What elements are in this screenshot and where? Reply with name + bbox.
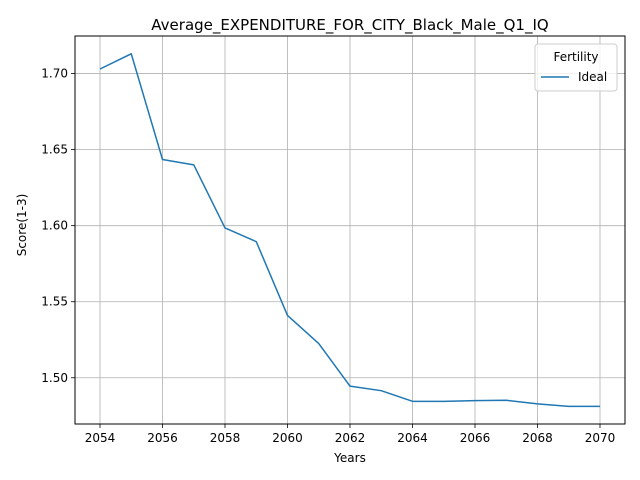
x-axis-label: Years — [333, 451, 366, 465]
plot-area-frame — [74, 35, 626, 425]
y-axis-label: Score(1-3) — [15, 194, 29, 257]
x-tick-label: 2060 — [272, 431, 303, 445]
x-tick-label: 2054 — [85, 431, 116, 445]
x-tick-label: 2068 — [522, 431, 553, 445]
y-tick-label: 1.50 — [41, 371, 68, 385]
y-tick-label: 1.65 — [41, 143, 68, 157]
y-tick-label: 1.60 — [41, 219, 68, 233]
x-tick-label: 2062 — [335, 431, 366, 445]
chart-title: Average_EXPENDITURE_FOR_CITY_Black_Male_… — [151, 16, 548, 35]
y-tick-label: 1.70 — [41, 67, 68, 81]
series-lines — [99, 53, 600, 408]
x-tick-label: 2066 — [460, 431, 491, 445]
y-axis-ticks: 1.50 1.55 1.60 1.65 1.70 — [41, 67, 75, 385]
x-tick-label: 2056 — [147, 431, 178, 445]
legend: Fertility Ideal — [534, 43, 618, 92]
x-tick-label: 2058 — [210, 431, 241, 445]
x-tick-label: 2070 — [585, 431, 616, 445]
x-axis-ticks: 2054 2056 2058 2060 2062 2064 2066 2068 2070 — [85, 424, 616, 445]
series-line-ideal — [99, 53, 600, 408]
legend-title: Fertility — [553, 50, 598, 64]
y-tick-label: 1.55 — [41, 295, 68, 309]
x-tick-label: 2064 — [397, 431, 428, 445]
legend-label-ideal: Ideal — [578, 70, 607, 84]
legend-box — [534, 43, 618, 92]
grid — [75, 36, 625, 424]
